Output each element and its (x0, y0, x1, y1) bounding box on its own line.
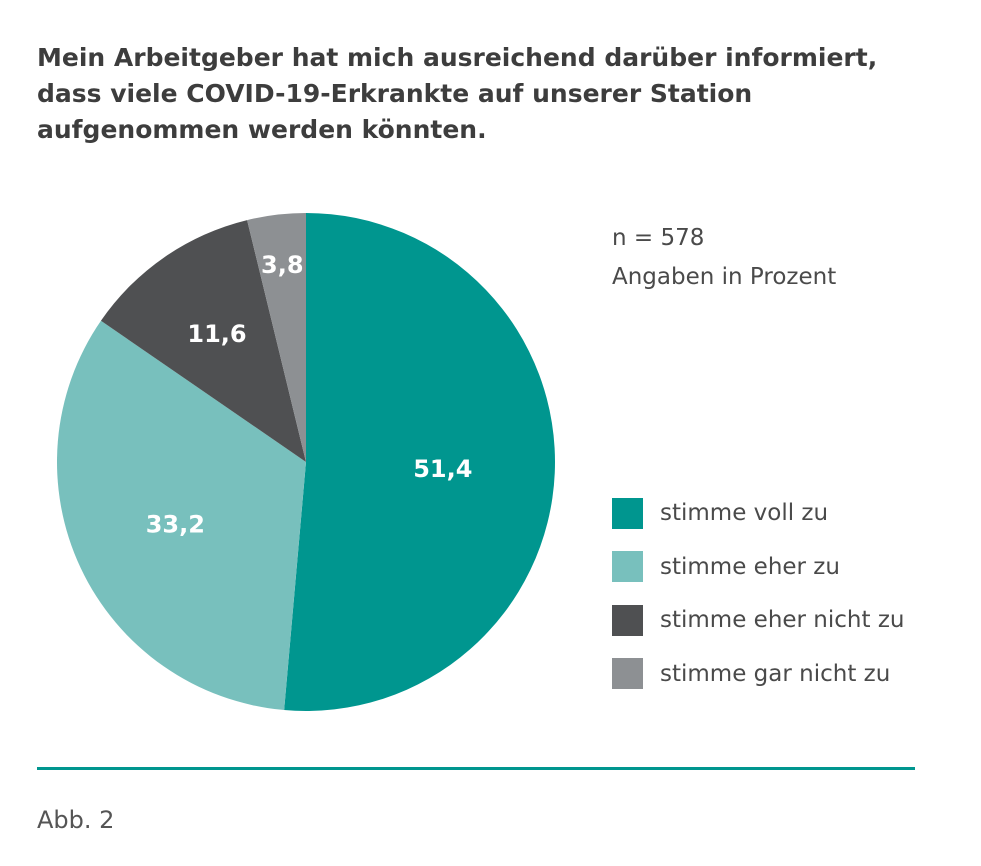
legend-item: stimme eher nicht zu (612, 603, 904, 637)
legend-swatch (612, 497, 643, 529)
legend-label: stimme voll zu (660, 500, 829, 526)
legend-label: stimme eher nicht zu (660, 607, 905, 633)
figure-caption: Abb. 2 (37, 806, 115, 834)
slice-data-label: 3,8 (261, 251, 304, 279)
legend-item: stimme eher zu (612, 550, 840, 584)
legend-swatch (612, 658, 643, 689)
slice-data-label: 11,6 (187, 320, 246, 348)
legend-item: stimme voll zu (612, 496, 828, 530)
slice-data-label: 33,2 (146, 510, 205, 538)
legend-item: stimme gar nicht zu (612, 657, 890, 691)
legend-swatch (612, 604, 643, 636)
pie-slice-3 (100, 220, 306, 462)
legend-label: stimme gar nicht zu (660, 660, 891, 687)
slice-data-label: 51,4 (413, 455, 472, 483)
legend-swatch (612, 551, 643, 582)
sample-size: n = 578 (612, 225, 705, 251)
pie-slice-1 (284, 213, 555, 711)
unit-note: Angaben in Prozent (612, 264, 837, 290)
pie-slice-2 (57, 320, 306, 711)
pie-slice-4 (247, 213, 306, 462)
chart-title: Mein Arbeitgeber hat mich ausreichend da… (37, 43, 878, 144)
divider-line (37, 767, 915, 770)
legend-label: stimme eher zu (660, 553, 840, 580)
